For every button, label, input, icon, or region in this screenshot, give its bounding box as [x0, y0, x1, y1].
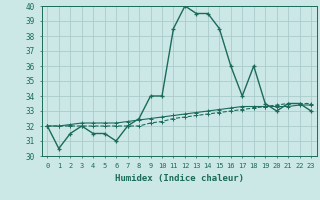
X-axis label: Humidex (Indice chaleur): Humidex (Indice chaleur): [115, 174, 244, 184]
